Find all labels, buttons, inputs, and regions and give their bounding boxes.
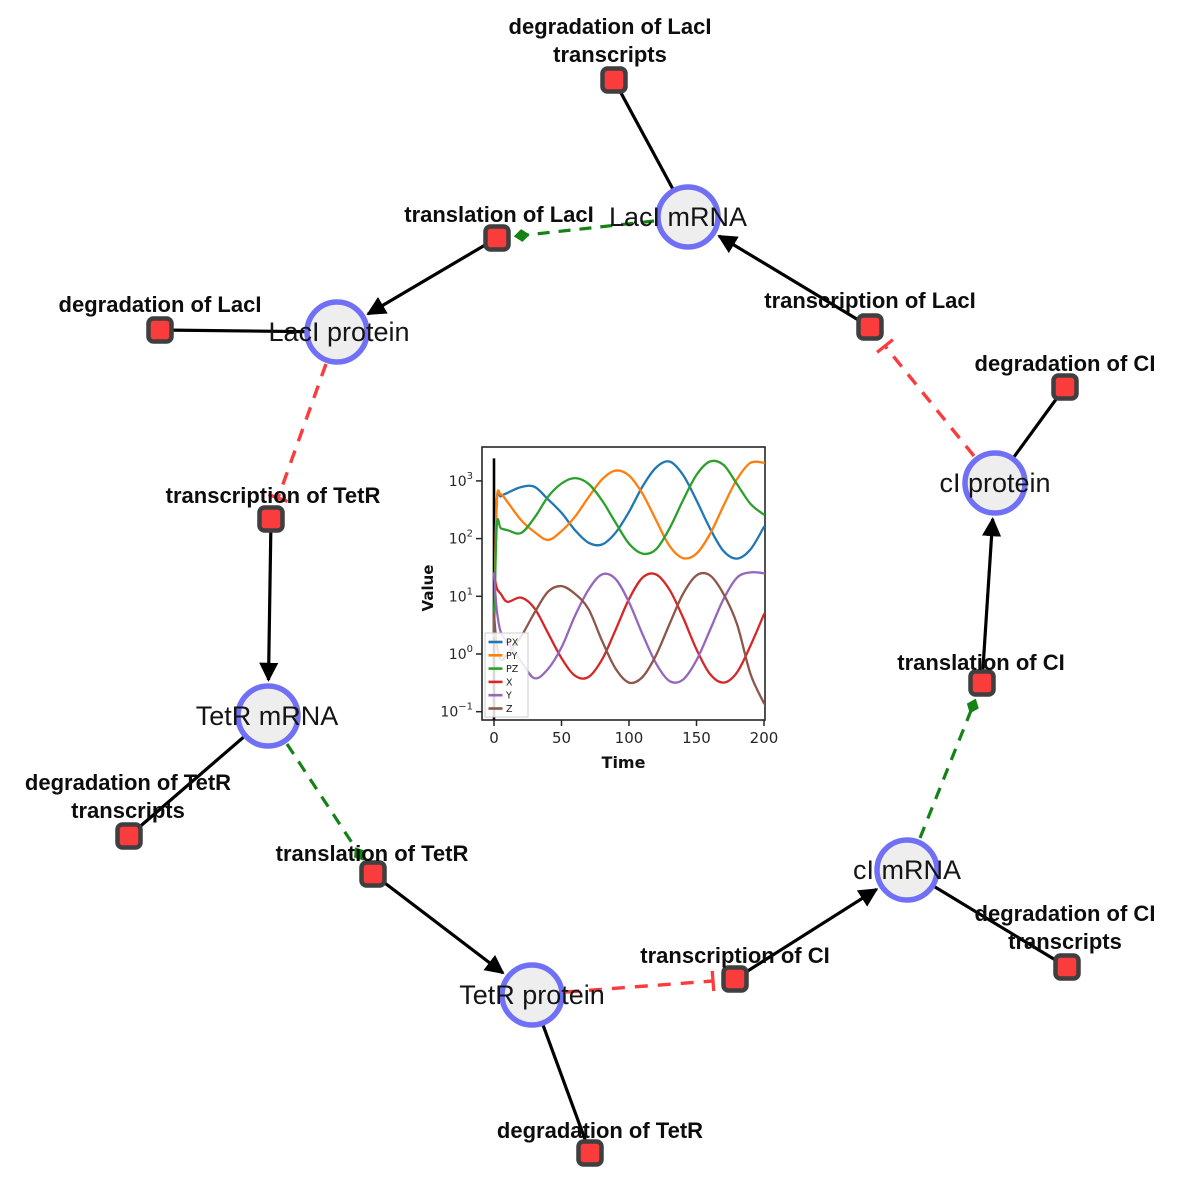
species-label: TetR protein (459, 980, 605, 1010)
reaction-node-degradation-laci (146, 316, 174, 344)
series-line-PX (492, 460, 765, 638)
y-tick-label: 103 (449, 471, 473, 490)
reaction-label: degradation of TetR (497, 1118, 703, 1143)
edge-product-translation-tetr-to-tetr-protein (372, 872, 505, 975)
chart-series (492, 459, 765, 705)
reaction-node-translation-laci (483, 224, 511, 252)
x-axis-title: Time (602, 753, 646, 772)
y-tick-label: 101 (449, 586, 473, 605)
reaction-node-degradation-tetr (576, 1139, 604, 1167)
reaction-label: translation of LacI (404, 202, 593, 227)
edge-product-transcription-tetr-to-tetr-mrna (259, 518, 279, 682)
series-line-X (492, 572, 765, 684)
series-line-Z (492, 571, 765, 705)
y-axis-title: Value (419, 565, 437, 612)
reaction-node-transcription-tetr (257, 505, 285, 533)
series-line-Y (492, 571, 765, 684)
species-node-tetr-protein (499, 962, 565, 1028)
species-node-ci-protein (962, 450, 1028, 516)
y-tick-label: 100 (449, 644, 473, 663)
species-label: LacI mRNA (609, 202, 747, 232)
reaction-label: degradation of LacI (509, 14, 712, 39)
species-label: TetR mRNA (196, 701, 339, 731)
reaction-label: transcripts (1008, 929, 1122, 954)
edge-modifier-tetr-mrna-to-translation-tetr (285, 743, 365, 861)
reaction-label: transcripts (553, 42, 667, 67)
edge-inhibitor-ci-protein-to-transcription-laci (876, 338, 976, 458)
legend-label-Z: Z (506, 704, 513, 715)
y-tick-label: 102 (449, 529, 473, 548)
reaction-label: translation of CI (897, 650, 1064, 675)
legend-label-Y: Y (505, 691, 512, 702)
edge-modifier-ci-mrna-to-translation-ci (918, 698, 979, 839)
y-tick-label: 10−1 (440, 702, 473, 721)
reaction-node-translation-ci (968, 669, 996, 697)
edge-product-translation-laci-to-laci-protein (366, 236, 498, 316)
timecourse-chart: 0 50 100 150 200 10−1 100 101 102 103 Time Value PX P… (419, 446, 779, 772)
reaction-label: transcription of CI (640, 943, 829, 968)
reaction-label: degradation of TetR (25, 770, 231, 795)
legend-label-PZ: PZ (506, 664, 519, 675)
reaction-node-degradation-ci-transcripts (1053, 953, 1081, 981)
reaction-label: degradation of CI (975, 901, 1156, 926)
reaction-label: transcripts (71, 798, 185, 823)
edge-inhibitor-laci-protein-to-transcription-tetr (267, 363, 328, 503)
species-label: cI protein (939, 468, 1050, 498)
edge-modifier-laci-mrna-to-translation-laci (513, 219, 655, 242)
species-node-laci-mrna (655, 184, 721, 250)
chart-frame (481, 446, 766, 721)
species-node-laci-protein (304, 299, 370, 365)
x-tick-label: 200 (750, 729, 779, 747)
reaction-label: degradation of CI (975, 351, 1156, 376)
reaction-node-translation-tetr (359, 860, 387, 888)
reaction-node-degradation-tetr-transcripts (115, 822, 143, 850)
series-line-PY (492, 460, 765, 638)
legend-label-PX: PX (506, 638, 519, 649)
reaction-node-degradation-ci (1051, 373, 1079, 401)
edge-inhibitor-tetr-protein-to-transcription-ci (565, 970, 716, 994)
reaction-node-transcription-ci (721, 965, 749, 993)
species-label: LacI protein (268, 317, 409, 347)
species-node-tetr-mrna (235, 683, 301, 749)
x-tick-label: 50 (552, 729, 571, 747)
series-line-PZ (492, 459, 765, 638)
edge-product-transcription-laci-to-laci-mrna (717, 234, 871, 329)
species-label: cI mRNA (853, 855, 961, 885)
reaction-node-transcription-laci (856, 313, 884, 341)
x-tick-label: 150 (682, 729, 711, 747)
x-tick-label: 100 (615, 729, 644, 747)
edge-product-translation-ci-to-ci-protein (980, 516, 1002, 684)
legend-label-X: X (506, 677, 513, 688)
node-layer (115, 66, 1081, 1167)
species-node-ci-mrna (874, 837, 940, 903)
reaction-node-degradation-laci-transcripts (600, 66, 628, 94)
reaction-label: transcription of TetR (166, 483, 381, 508)
x-tick-label: 0 (489, 729, 499, 747)
reaction-label: translation of TetR (276, 841, 469, 866)
chart-legend-box (484, 632, 529, 718)
legend-label-PY: PY (506, 651, 518, 662)
reaction-label: transcription of LacI (764, 288, 975, 313)
reaction-label: degradation of LacI (59, 292, 262, 317)
edge-product-transcription-ci-to-ci-mrna (734, 887, 879, 981)
label-layer: degradation of LacI transcripts translat… (25, 14, 1156, 1143)
